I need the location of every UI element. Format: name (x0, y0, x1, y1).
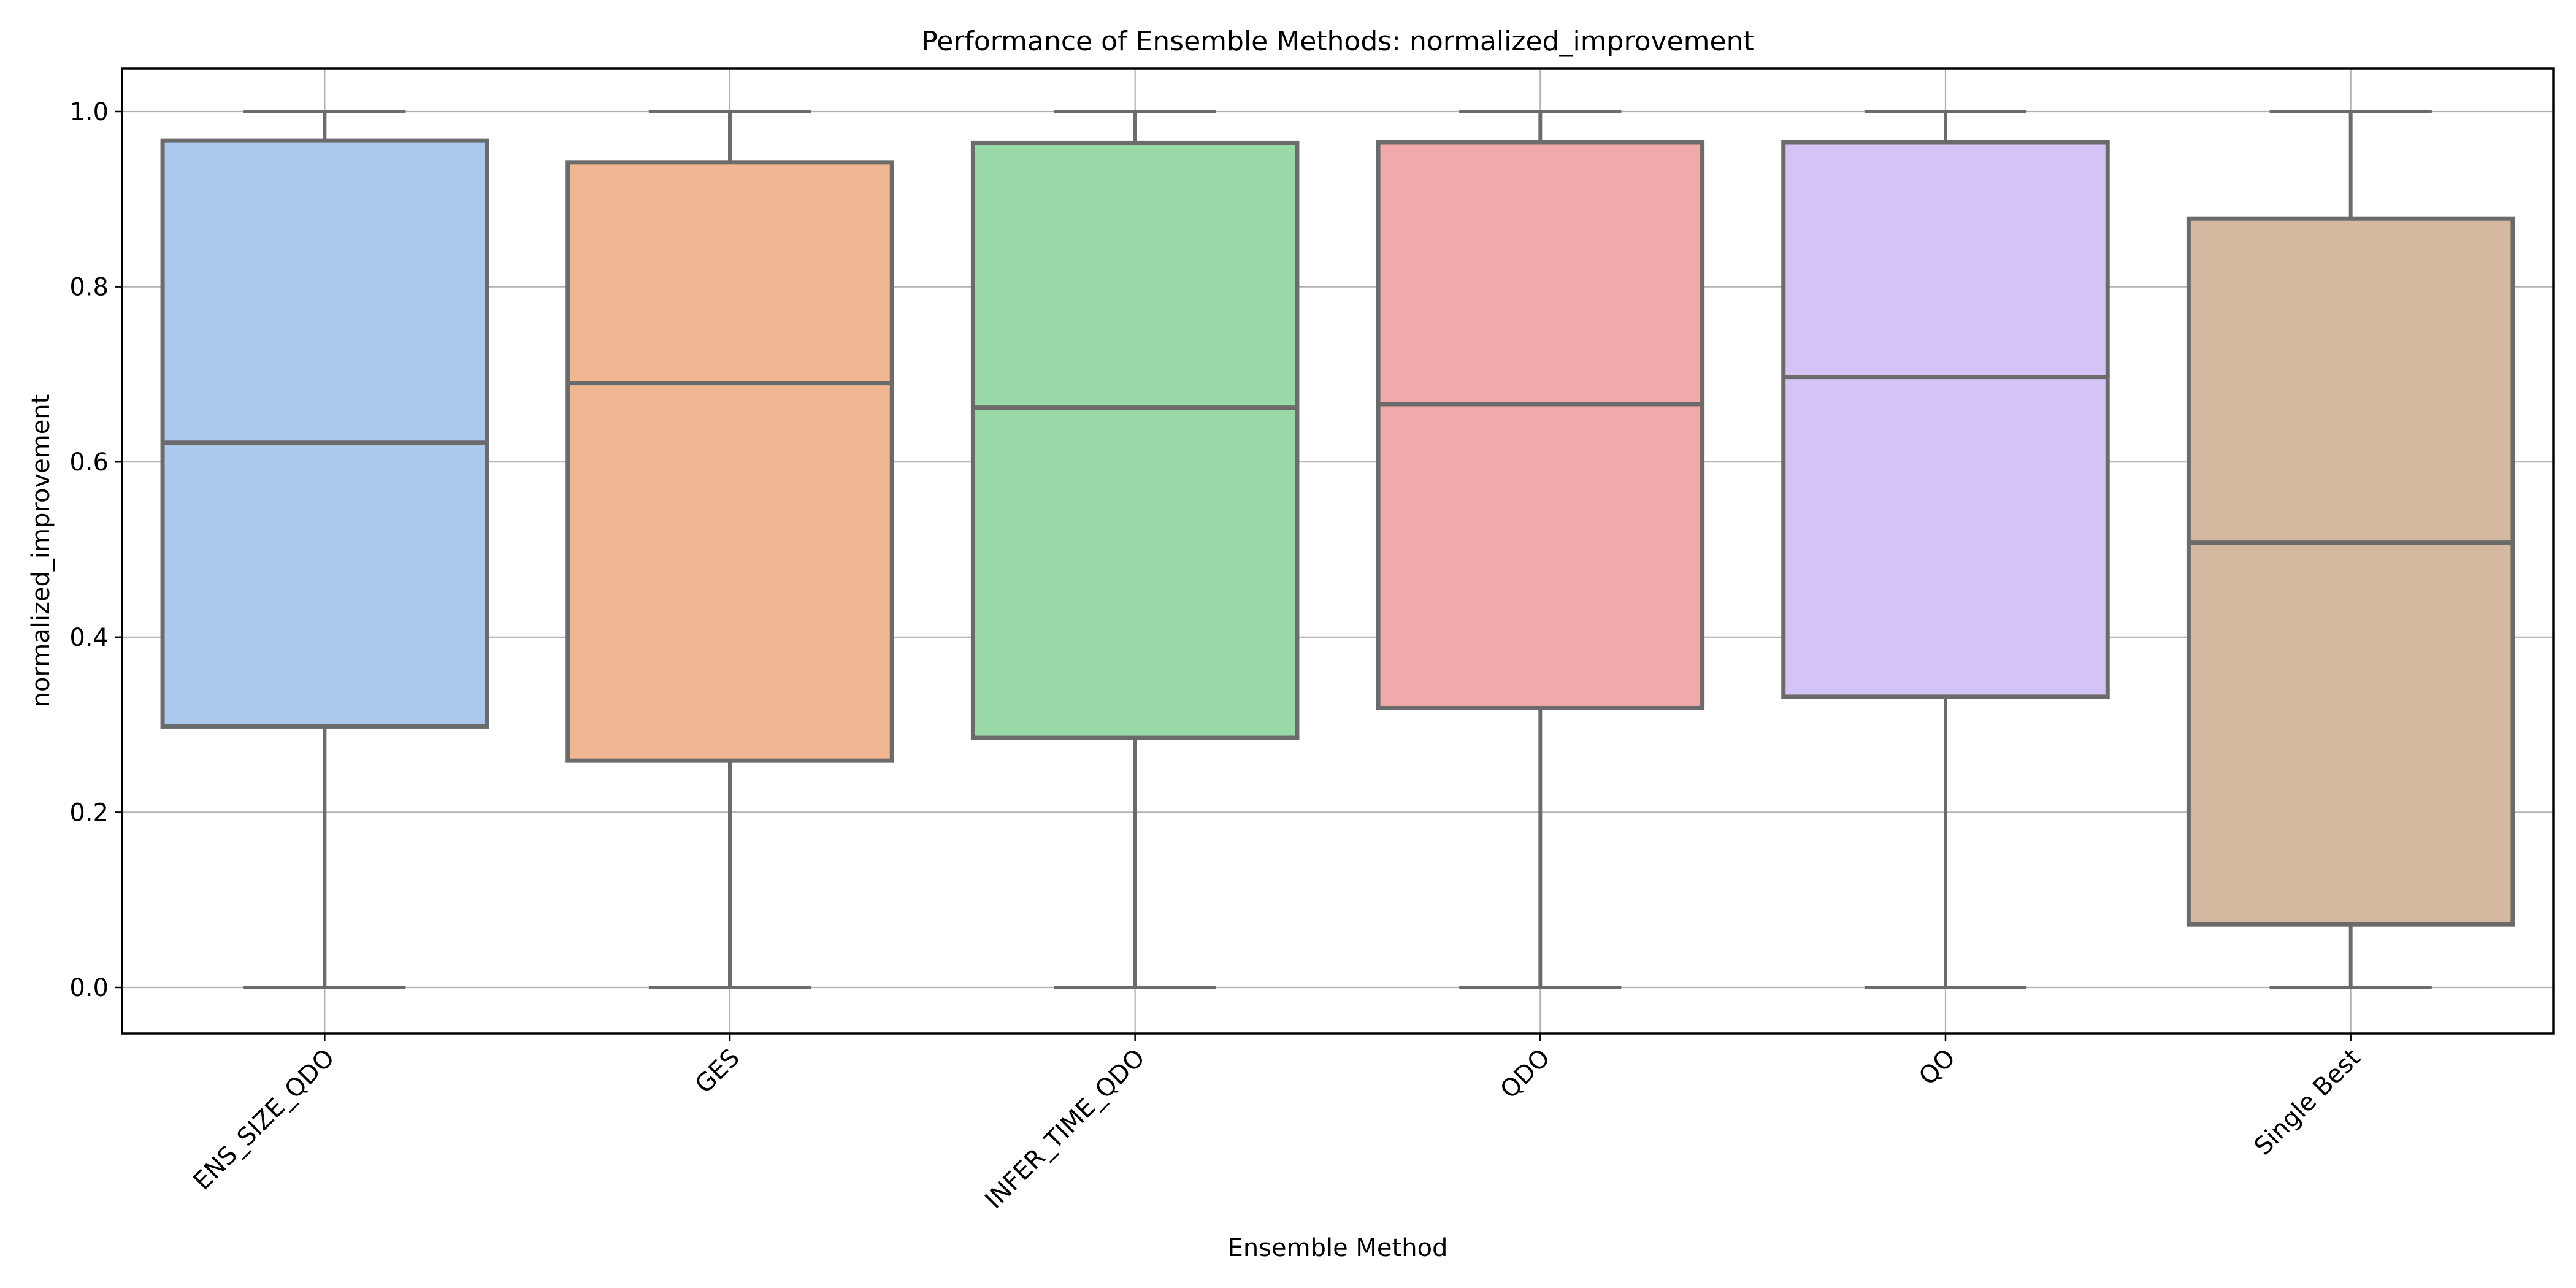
x-tick-label: ENS_SIZE_QDO (188, 1044, 340, 1196)
x-tick-label: GES (690, 1044, 745, 1099)
box-ens-size-qdo (160, 110, 489, 989)
boxes (160, 110, 2515, 989)
box-qdo (1376, 110, 1705, 989)
y-axis-label: normalized_improvement (27, 394, 55, 708)
box-iqr (565, 160, 894, 763)
box-iqr (970, 140, 1300, 740)
x-tick-label: QO (1914, 1044, 1961, 1091)
x-axis-label: Ensemble Method (1228, 1234, 1448, 1262)
x-tick-label: Single Best (2249, 1044, 2366, 1161)
box-iqr (2186, 216, 2515, 927)
y-tick-label: 0.6 (69, 448, 109, 477)
box-single-best (2186, 110, 2515, 989)
box-ges (565, 110, 894, 989)
x-tick-label: INFER_TIME_QDO (979, 1044, 1150, 1214)
y-tick-label: 0.2 (69, 799, 109, 827)
box-iqr (1781, 140, 2110, 699)
box-qo (1781, 110, 2110, 989)
box-iqr (160, 138, 489, 729)
y-tick-label: 0.0 (69, 974, 109, 1002)
y-tick-label: 1.0 (69, 98, 109, 126)
chart-title: Performance of Ensemble Methods: normali… (921, 26, 1754, 57)
box-iqr (1376, 140, 1705, 710)
x-tick-label: QDO (1495, 1044, 1556, 1105)
y-tick-label: 0.8 (69, 274, 109, 302)
box-infer-time-qdo (970, 110, 1300, 989)
y-tick-label: 0.4 (69, 624, 109, 652)
plot-frame (121, 67, 2555, 1035)
